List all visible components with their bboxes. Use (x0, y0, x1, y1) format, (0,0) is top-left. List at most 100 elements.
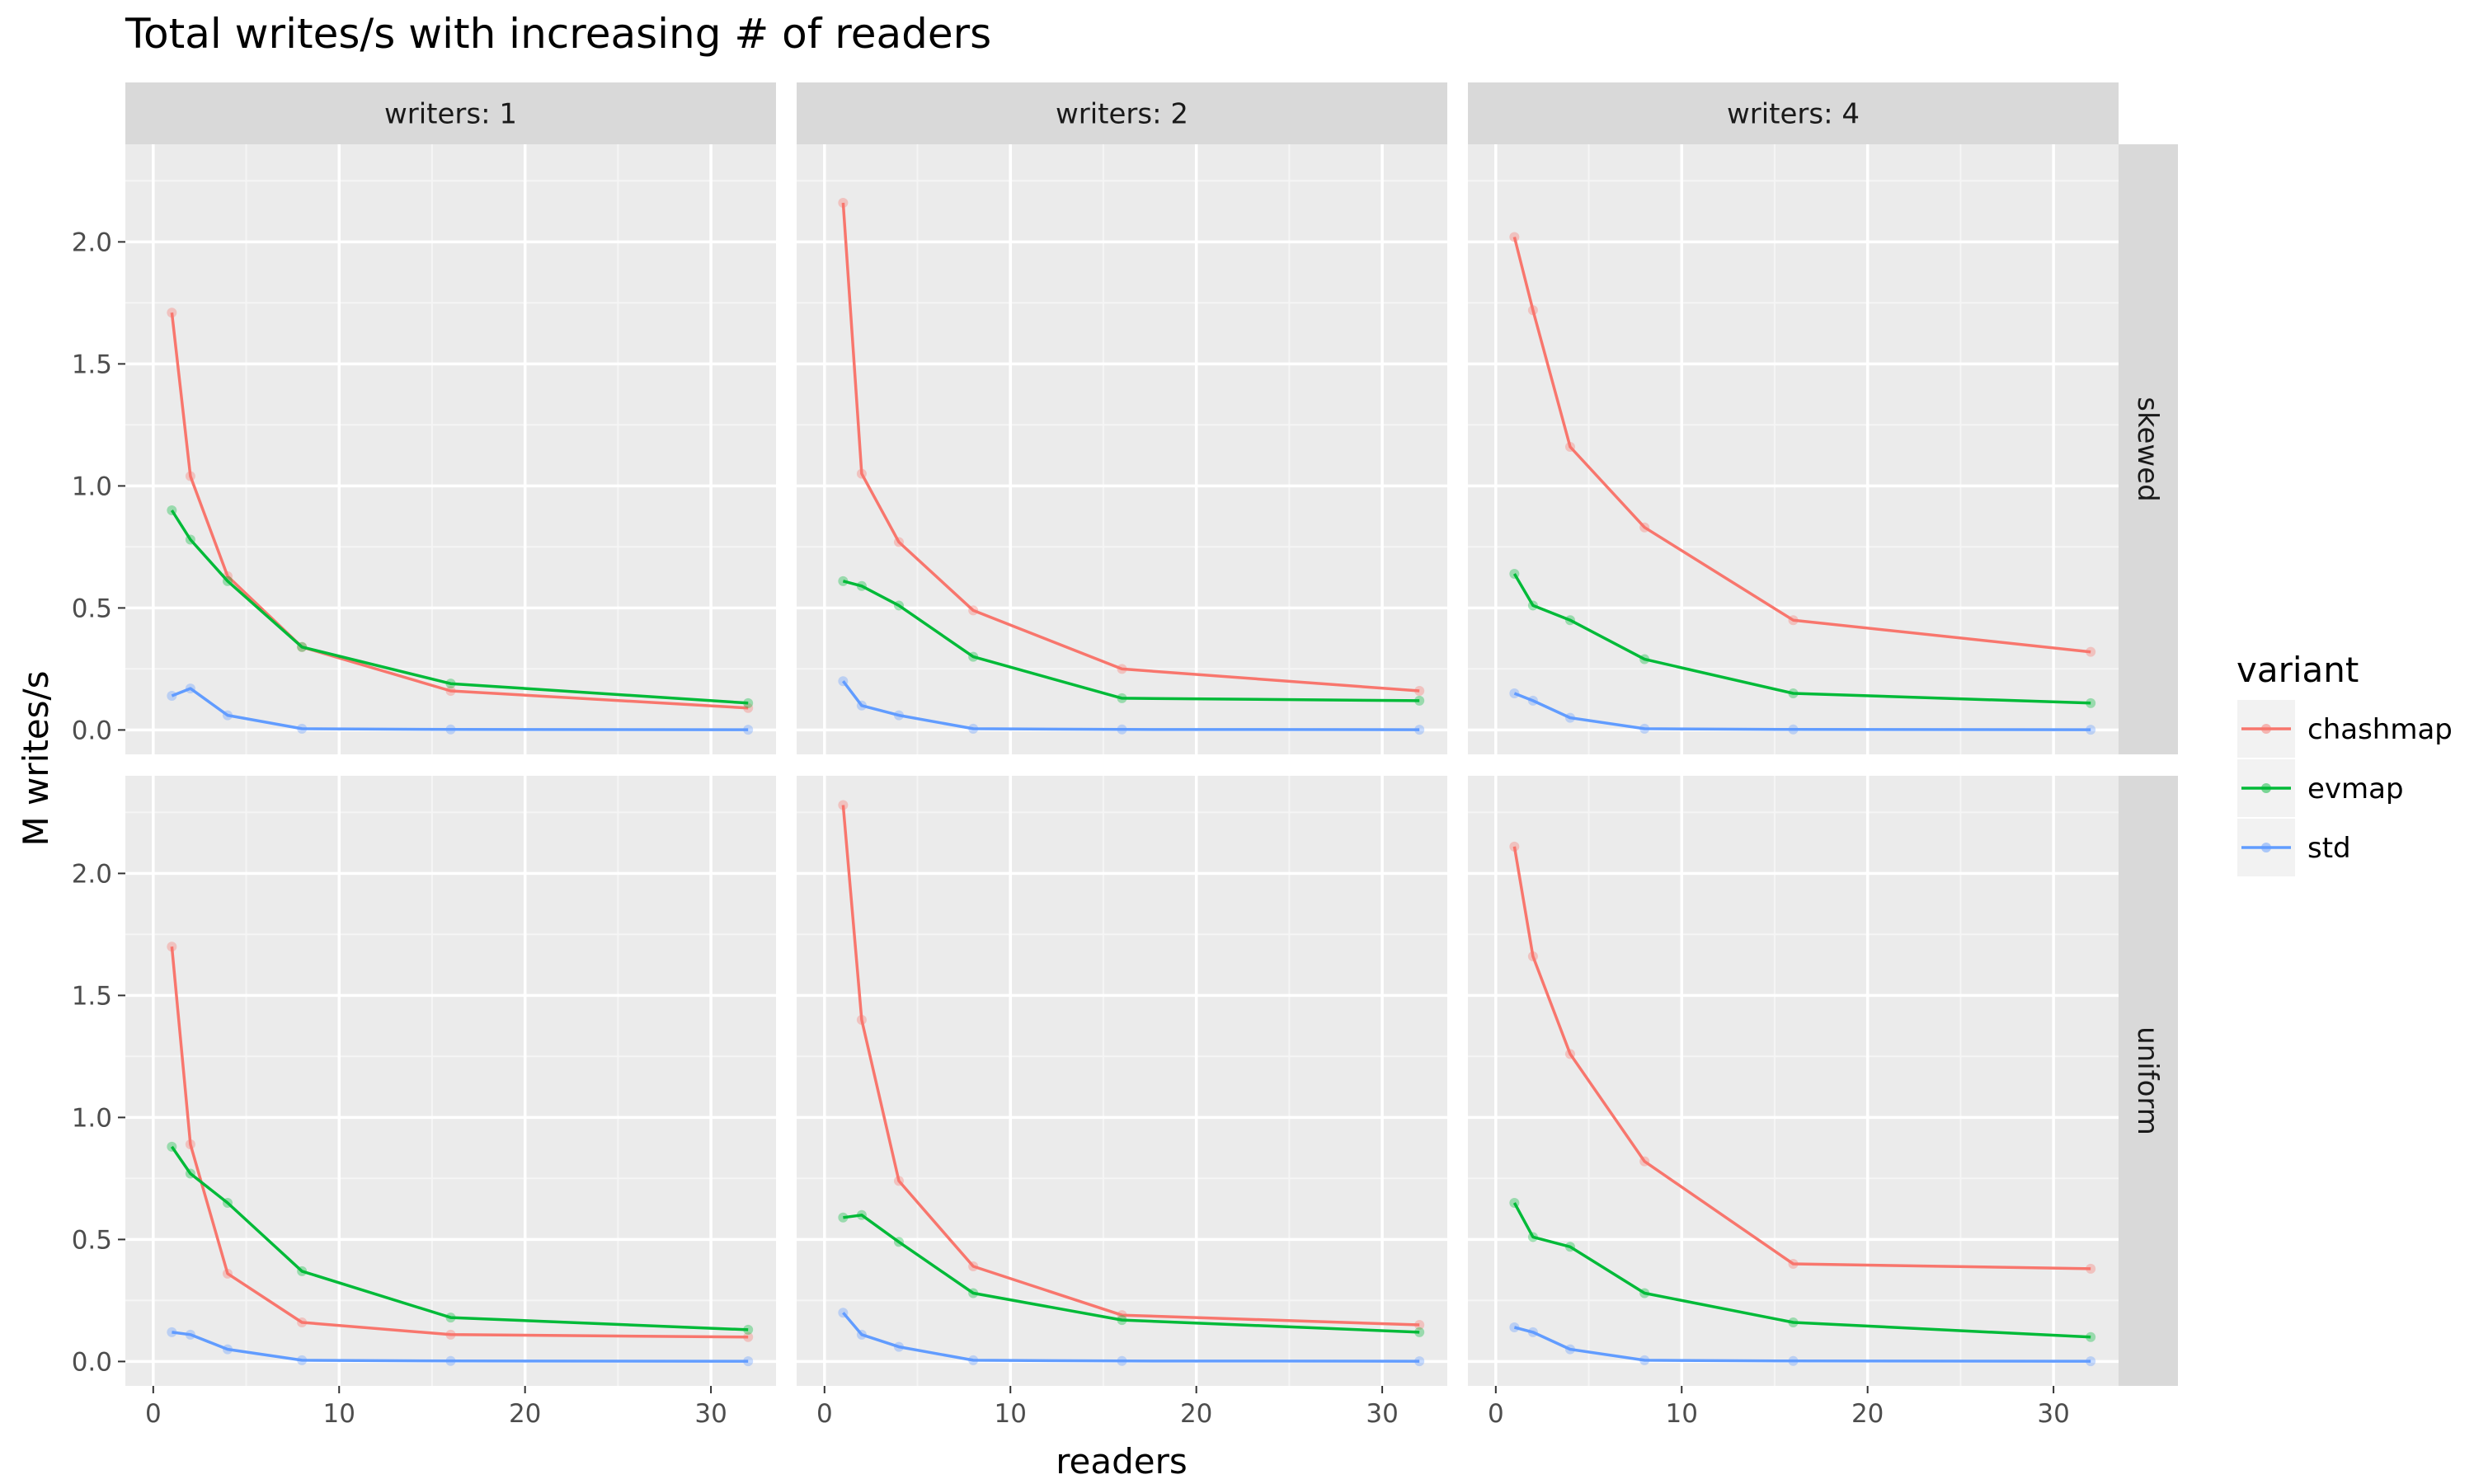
facet-strip-writers-4 (1468, 82, 2119, 144)
data-point-evmap (445, 1313, 456, 1323)
panel-skewed-writers-2 (797, 144, 1447, 754)
data-point-evmap (1527, 600, 1538, 611)
panel-background (797, 144, 1447, 754)
facet-strip-uniform (2119, 776, 2178, 1386)
series-line-chashmap (1512, 237, 2091, 654)
y-tick-label: 1.5 (72, 981, 112, 1011)
data-point-std (1639, 1355, 1650, 1365)
series-line-evmap (1512, 573, 2091, 705)
data-point-evmap (893, 1237, 904, 1247)
data-point-std (222, 710, 233, 721)
data-point-chashmap (856, 468, 867, 479)
x-tick-label: 0 (145, 1399, 162, 1429)
panel-background (125, 144, 776, 754)
data-point-std (297, 1355, 308, 1365)
legend-item-std: std (2236, 817, 2351, 878)
panel-background (125, 776, 776, 1386)
data-point-std (1527, 695, 1538, 706)
legend-label: evmap (2307, 773, 2404, 805)
data-point-chashmap (222, 1268, 233, 1279)
data-point-chashmap (1788, 615, 1799, 626)
data-point-evmap (1564, 615, 1575, 626)
facet-strip-label-uniform: uniform (2131, 1026, 2164, 1135)
data-point-std (222, 1344, 233, 1355)
series-line-chashmap (841, 202, 1420, 693)
legend-key-point (2261, 783, 2271, 793)
data-point-evmap (2086, 1331, 2096, 1342)
panel-skewed-writers-4 (1468, 144, 2119, 754)
y-tick-label: 0.5 (72, 594, 112, 623)
series-line-evmap (1512, 1202, 2091, 1339)
data-point-evmap (1509, 1198, 1520, 1208)
data-point-chashmap (1639, 522, 1650, 533)
data-point-std (1414, 1356, 1425, 1367)
data-point-evmap (1414, 1327, 1425, 1337)
data-point-chashmap (1564, 442, 1575, 453)
data-point-chashmap (968, 1261, 979, 1271)
data-point-std (1414, 725, 1425, 735)
x-tick-label: 20 (1180, 1399, 1212, 1429)
y-tick-label: 2.0 (72, 859, 112, 889)
facet-panels: writers: 1 writers: 2 writers: 4 skewed unif… (72, 82, 2178, 1429)
x-tick-label: 30 (2037, 1399, 2069, 1429)
data-point-chashmap (185, 471, 195, 481)
data-point-chashmap (1414, 686, 1425, 697)
data-point-chashmap (167, 942, 177, 952)
data-point-evmap (185, 1168, 195, 1179)
data-point-chashmap (1117, 664, 1127, 674)
data-point-chashmap (2086, 1263, 2096, 1274)
data-point-evmap (856, 1209, 867, 1220)
y-tick-label: 1.5 (72, 350, 112, 379)
data-point-std (445, 1355, 456, 1366)
data-point-std (893, 710, 904, 721)
panel-skewed-writers-1: 0.0 0.5 1.0 1.5 2.0 (72, 144, 776, 754)
data-point-std (968, 723, 979, 734)
data-point-evmap (445, 679, 456, 689)
data-point-chashmap (1527, 951, 1538, 962)
data-point-chashmap (1509, 232, 1520, 242)
facet-strip-label-writers-4: writers: 4 (1727, 98, 1860, 131)
data-point-std (445, 724, 456, 735)
data-point-evmap (167, 1141, 177, 1152)
data-point-chashmap (893, 537, 904, 547)
data-point-std (1117, 724, 1127, 735)
data-point-evmap (1639, 1288, 1650, 1298)
data-point-std (743, 725, 754, 735)
x-tick-label: 10 (323, 1399, 355, 1429)
y-tick-label: 1.0 (72, 1103, 112, 1133)
data-point-chashmap (1639, 1156, 1650, 1167)
panel-uniform-writers-2: 0 10 20 30 (797, 776, 1447, 1429)
data-point-chashmap (297, 1317, 308, 1328)
data-point-evmap (222, 1198, 233, 1208)
data-point-std (1564, 712, 1575, 723)
facet-strip-writers-2 (797, 82, 1447, 144)
data-point-evmap (1639, 654, 1650, 665)
data-point-chashmap (167, 308, 177, 318)
data-point-chashmap (838, 800, 849, 810)
data-point-std (743, 1356, 754, 1367)
data-point-chashmap (743, 702, 754, 713)
data-point-std (297, 723, 308, 734)
legend: chashmap evmap std (2236, 698, 2453, 878)
data-point-std (1509, 688, 1520, 698)
data-point-chashmap (445, 686, 456, 697)
data-point-evmap (856, 580, 867, 591)
legend-key-point (2261, 724, 2271, 734)
x-tick-label: 20 (1851, 1399, 1884, 1429)
data-point-chashmap (838, 198, 849, 209)
data-point-std (185, 1329, 195, 1340)
data-point-std (968, 1355, 979, 1365)
data-point-chashmap (185, 1139, 195, 1149)
y-tick-label: 1.0 (72, 472, 112, 501)
data-point-chashmap (1509, 841, 1520, 852)
x-tick-label: 0 (1488, 1399, 1504, 1429)
panel-background (1468, 144, 2119, 754)
facet-strip-label-skewed: skewed (2131, 397, 2164, 501)
x-tick-label: 0 (816, 1399, 833, 1429)
series-line-chashmap (1512, 846, 2091, 1270)
data-point-chashmap (1788, 1259, 1799, 1269)
data-point-evmap (968, 651, 979, 662)
legend-item-evmap: evmap (2236, 758, 2404, 819)
data-point-evmap (297, 641, 308, 652)
